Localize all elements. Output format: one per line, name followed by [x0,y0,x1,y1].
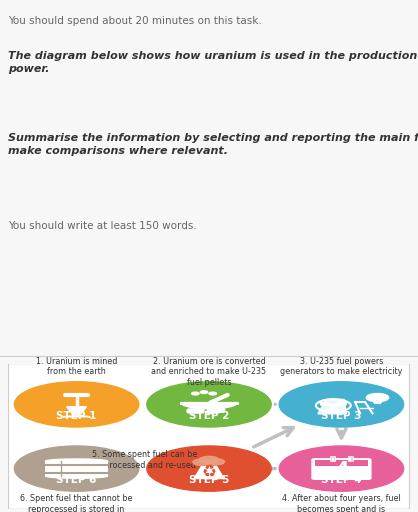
Bar [315,460,367,466]
Text: You should spend about 20 minutes on this task.: You should spend about 20 minutes on thi… [8,16,262,26]
Text: 1. Uranium is mined
from the earth: 1. Uranium is mined from the earth [36,357,117,376]
Circle shape [209,459,224,465]
Bar [348,456,353,461]
Text: 3. U-235 fuel powers
generators to make electricity: 3. U-235 fuel powers generators to make … [280,357,403,376]
Bar [330,456,335,461]
Bar [349,458,351,461]
Text: The diagram below shows how uranium is used in the production of nuclear
power.: The diagram below shows how uranium is u… [8,51,418,74]
Text: STEP 2: STEP 2 [189,411,229,421]
Text: 5. Some spent fuel can be
re-processed and re-used: 5. Some spent fuel can be re-processed a… [92,450,197,470]
Text: STEP 4: STEP 4 [321,475,362,485]
Text: STEP 5: STEP 5 [189,475,229,485]
Polygon shape [71,413,82,416]
Circle shape [14,446,139,491]
FancyBboxPatch shape [311,458,372,480]
Polygon shape [333,402,347,406]
Circle shape [191,392,199,395]
Text: STEP 6: STEP 6 [56,475,97,485]
Polygon shape [318,399,347,414]
Text: YEARS: YEARS [329,472,354,478]
Circle shape [279,446,404,491]
Circle shape [193,459,210,465]
Text: 4. After about four years, fuel
becomes spent and is
removed: 4. After about four years, fuel becomes … [282,494,401,512]
Circle shape [279,382,404,427]
FancyBboxPatch shape [8,364,410,509]
Polygon shape [194,466,224,479]
Circle shape [147,446,271,491]
Text: 6. Spent fuel that cannot be
reprocessed is stored in
containers and buried: 6. Spent fuel that cannot be reprocessed… [20,494,133,512]
Circle shape [14,382,139,427]
Circle shape [199,456,219,463]
Polygon shape [66,407,87,413]
Circle shape [147,382,271,427]
Circle shape [209,392,217,395]
Text: STEP 3: STEP 3 [321,411,362,421]
Bar [332,458,334,461]
Polygon shape [63,416,90,417]
Ellipse shape [46,459,108,463]
Ellipse shape [46,474,108,478]
Circle shape [366,394,389,401]
Text: STEP 1: STEP 1 [56,411,97,421]
Circle shape [200,391,208,394]
Text: Summarise the information by selecting and reporting the main features, and
make: Summarise the information by selecting a… [8,133,418,156]
Text: 2. Uranium ore is converted
and enriched to make U-235
fuel pellets: 2. Uranium ore is converted and enriched… [151,357,267,387]
Polygon shape [181,402,237,409]
Text: 4: 4 [335,460,348,479]
Polygon shape [320,402,333,406]
Polygon shape [328,406,339,411]
Text: You should write at least 150 words.: You should write at least 150 words. [8,221,197,231]
Text: ♻: ♻ [201,462,217,480]
Bar [46,461,108,476]
